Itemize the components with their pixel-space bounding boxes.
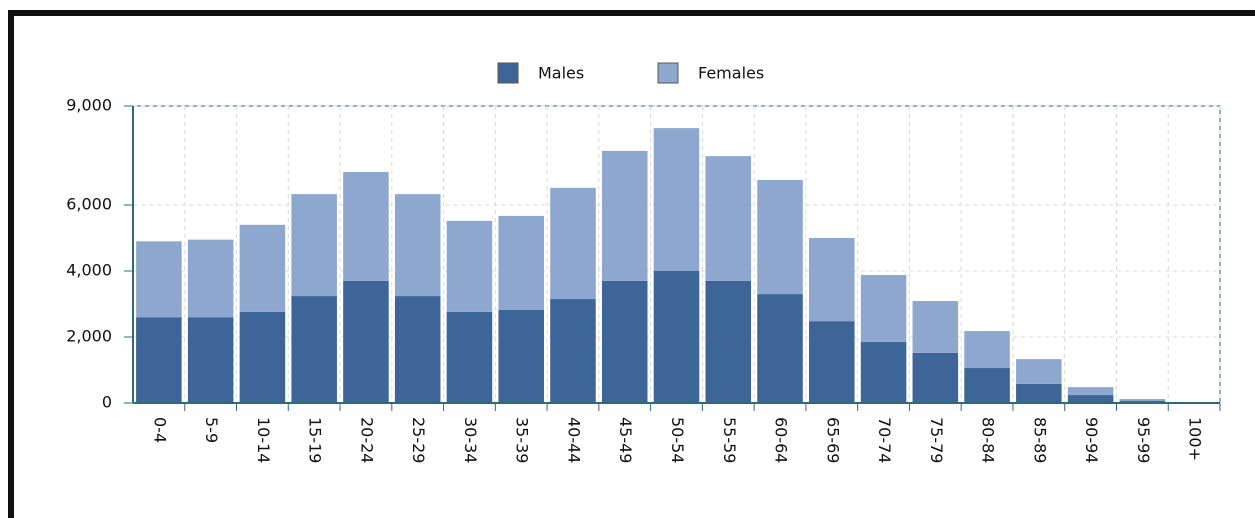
bar [446, 311, 493, 403]
x-tick-label: 0-4 [150, 417, 169, 443]
x-tick-label: 95-99 [1134, 417, 1153, 464]
bar [912, 301, 959, 353]
x-tick-label: 40-44 [564, 417, 583, 464]
y-tick-label: 2,000 [66, 327, 112, 346]
y-tick-label: 0 [102, 393, 112, 412]
bar [239, 311, 286, 403]
x-tick-label: 90-94 [1082, 417, 1101, 464]
y-tick-label: 4,000 [66, 261, 112, 280]
x-tick-label: 10-14 [254, 417, 273, 464]
legend-swatch [497, 62, 519, 84]
bar [1119, 399, 1166, 402]
bar [601, 150, 648, 281]
x-tick-label: 30-34 [461, 417, 480, 464]
bar [550, 299, 596, 403]
bar [394, 296, 441, 403]
bar [136, 317, 182, 403]
legend-swatch [657, 62, 679, 84]
bar [291, 296, 337, 403]
frame-left [8, 10, 14, 518]
bar [239, 224, 286, 312]
x-tick-label: 35-39 [513, 417, 532, 464]
bar [912, 352, 959, 403]
bar [446, 220, 493, 312]
bar [187, 239, 234, 318]
x-tick-label: 80-84 [979, 417, 998, 464]
x-tick-label: 60-64 [772, 417, 791, 464]
bar [343, 280, 389, 403]
bar [1067, 395, 1114, 403]
legend-label: Females [698, 64, 764, 83]
bar [809, 321, 855, 403]
bar [860, 274, 907, 342]
bar [757, 179, 803, 295]
x-tick-label: 15-19 [306, 417, 325, 464]
x-tick-label: 25-29 [409, 417, 428, 464]
bar [860, 341, 907, 403]
x-tick-label: 50-54 [668, 417, 687, 464]
bar [705, 156, 752, 281]
bar [498, 309, 544, 403]
bar [601, 280, 648, 403]
x-tick-label: 20-24 [357, 417, 376, 464]
bar [653, 128, 700, 271]
x-tick-label: 45-49 [616, 417, 635, 464]
bar [1016, 383, 1062, 403]
bar [187, 317, 234, 403]
bar [136, 241, 182, 318]
legend-label: Males [538, 64, 584, 83]
bar [1067, 387, 1114, 396]
bar [964, 331, 1010, 369]
x-tick-label: 85-89 [1030, 417, 1049, 464]
x-tick-label: 70-74 [875, 417, 894, 464]
y-tick-label: 9,000 [66, 96, 112, 115]
x-tick-label: 100+ [1186, 417, 1205, 461]
x-tick-label: 55-59 [720, 417, 739, 464]
y-tick-label: 6,000 [66, 195, 112, 214]
bar [653, 271, 700, 403]
bar [964, 368, 1010, 403]
bar [291, 194, 337, 297]
bar [343, 172, 389, 281]
bar [705, 280, 752, 403]
x-tick-label: 75-79 [927, 417, 946, 464]
frame-top [8, 10, 1255, 16]
x-tick-label: 65-69 [823, 417, 842, 464]
bar [550, 187, 596, 300]
bar [498, 215, 544, 310]
bar [809, 238, 855, 322]
bar [757, 294, 803, 403]
bar [394, 194, 441, 297]
x-tick-label: 5-9 [202, 417, 221, 443]
bar [1016, 359, 1062, 384]
